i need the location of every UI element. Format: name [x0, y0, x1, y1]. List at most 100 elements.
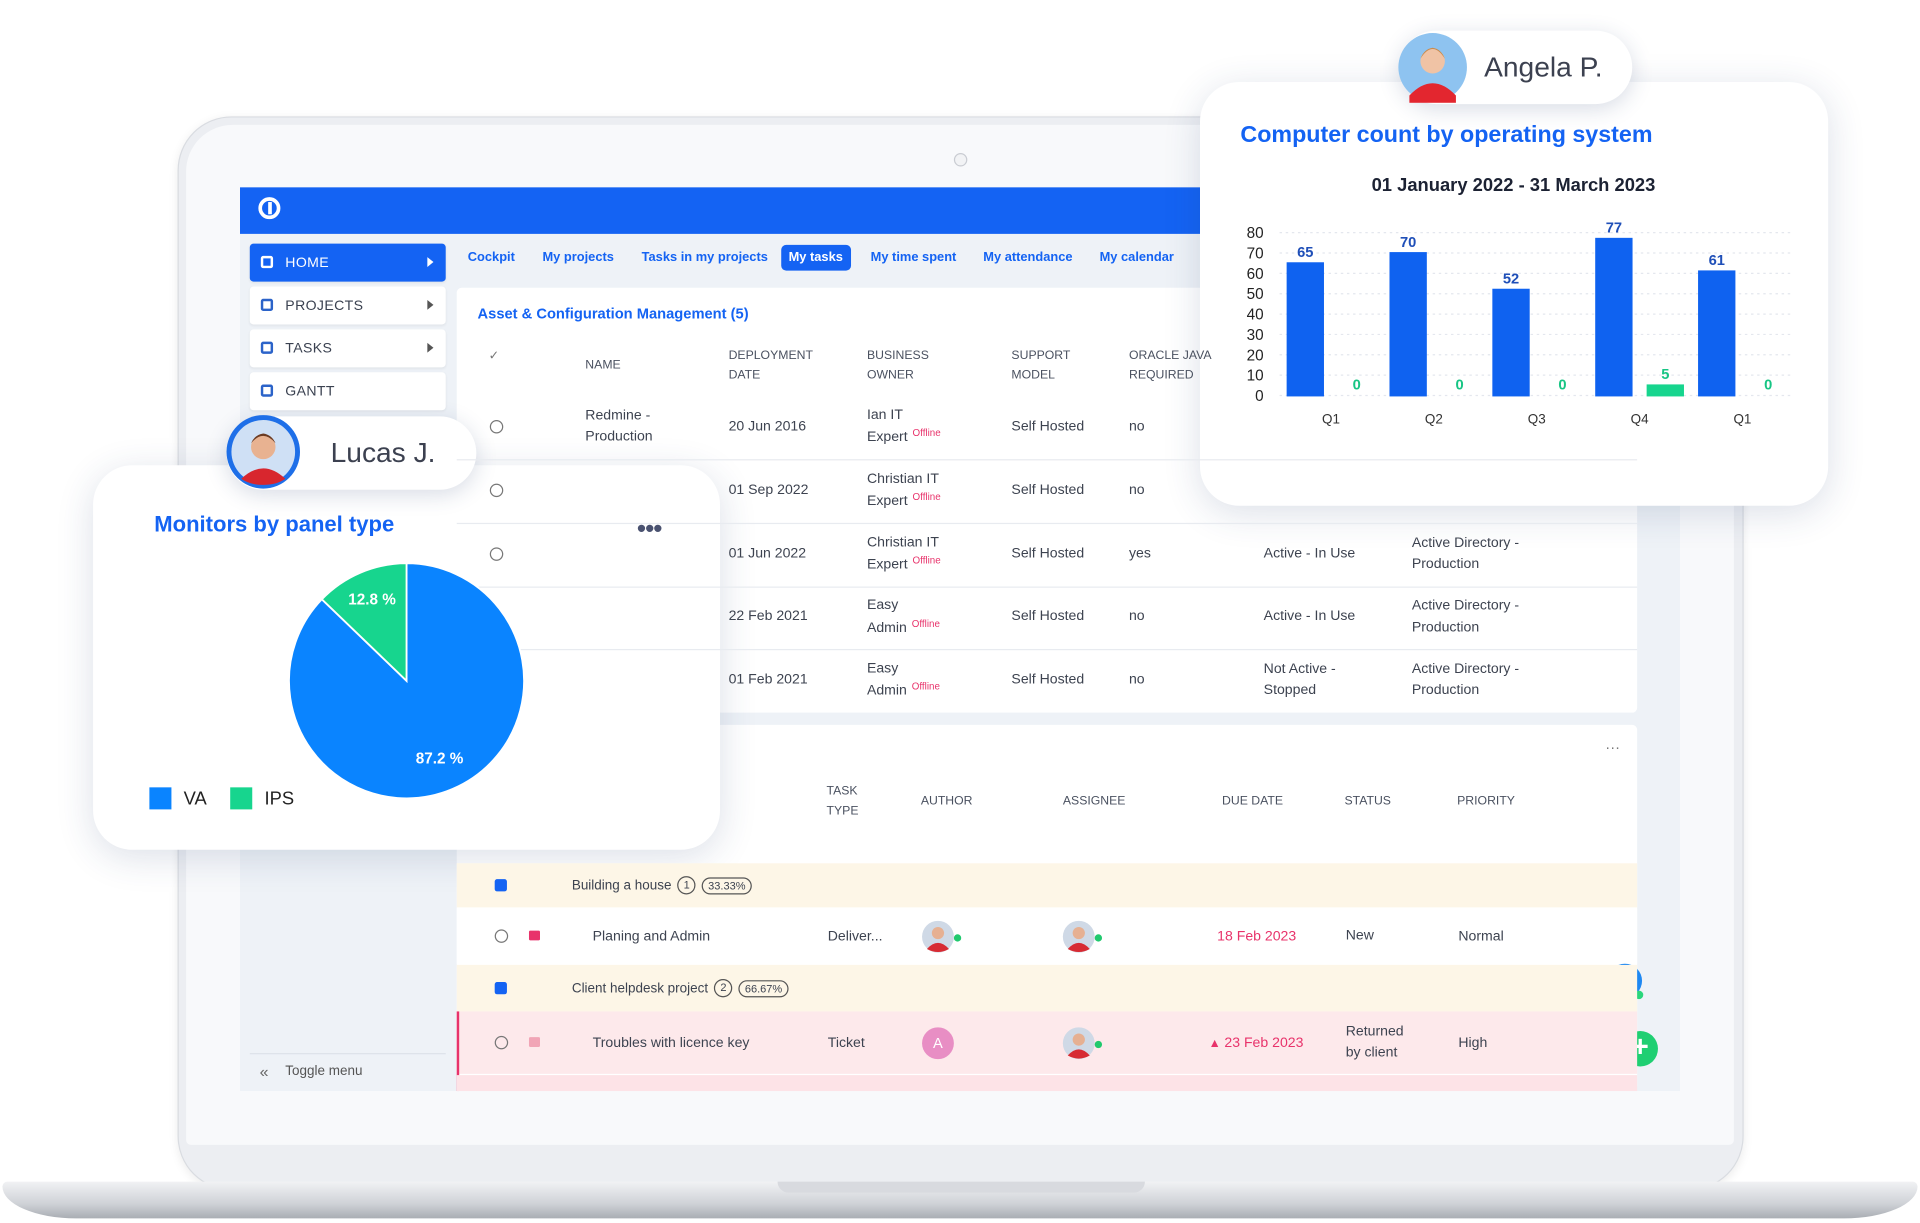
x-tick-label: Q1 — [1322, 412, 1340, 427]
table-cell: Not Active - Stopped — [1263, 662, 1336, 699]
tab[interactable]: My tasks — [788, 249, 843, 265]
table-cell: no — [1128, 609, 1145, 625]
offline-badge: Offline — [912, 491, 941, 503]
tab[interactable]: My projects — [542, 249, 614, 265]
x-tick-label: Q3 — [1528, 412, 1546, 427]
data-label: 65 — [1297, 245, 1313, 261]
more-icon[interactable]: ··· — [1605, 738, 1621, 756]
group-row — [456, 964, 1638, 1012]
chart-subtitle: 01 January 2022 - 31 March 2023 — [1372, 174, 1656, 195]
task-status: Returned by client — [1345, 1023, 1404, 1060]
owner-name: Easy Admin — [866, 661, 907, 699]
y-tick-label: 40 — [1247, 307, 1264, 324]
y-tick-label: 60 — [1247, 266, 1264, 283]
table-cell: Christian IT Expert Offline — [867, 532, 948, 575]
y-tick-label: 20 — [1247, 347, 1264, 364]
offline-badge: Offline — [911, 681, 940, 693]
column-header[interactable]: ORACLE JAVA REQUIRED — [1128, 348, 1211, 383]
data-label: 0 — [1764, 377, 1772, 393]
column-header[interactable]: BUSINESS OWNER — [866, 348, 929, 383]
chart-menu[interactable]: ••• — [636, 513, 663, 544]
group-name: Client helpdesk project — [571, 980, 709, 996]
nav-arrow — [427, 342, 434, 353]
task-checkbox[interactable] — [494, 928, 509, 943]
bar — [1698, 270, 1736, 397]
group-toggle[interactable] — [494, 982, 507, 995]
data-label: 61 — [1709, 253, 1725, 269]
row-checkbox[interactable] — [489, 546, 504, 561]
x-tick-label: Q1 — [1733, 412, 1751, 427]
column-header[interactable]: SUPPORT MODEL — [1011, 348, 1071, 383]
offline-badge: Offline — [911, 618, 940, 630]
nav-icon — [260, 384, 274, 397]
column-header[interactable]: PRIORITY — [1457, 794, 1515, 809]
row-divider — [456, 459, 1638, 461]
table-cell: Self Hosted — [1011, 419, 1085, 434]
bar — [1389, 252, 1427, 397]
table-cell: Christian IT Expert Offline — [867, 469, 948, 512]
task-row — [456, 908, 1638, 964]
due-text: 23 Feb 2023 — [1224, 1035, 1304, 1051]
data-label: 5 — [1661, 367, 1669, 383]
task-priority: Normal — [1458, 928, 1504, 944]
column-header[interactable]: DUE DATE — [1222, 794, 1284, 809]
table-cell: 01 Jun 2022 — [728, 546, 807, 561]
tab[interactable]: Tasks in my projects — [641, 249, 768, 265]
author-initial: A — [922, 1026, 954, 1059]
column-header[interactable]: NAME — [585, 358, 621, 373]
nav-arrow — [427, 300, 434, 310]
row-divider — [456, 649, 1638, 651]
nav-item[interactable]: HOME — [249, 243, 446, 282]
chart-title: Computer count by operating system — [1240, 121, 1652, 147]
column-header[interactable]: ASSIGNEE — [1062, 794, 1126, 809]
sidebar-divider — [249, 1053, 446, 1055]
table-cell: Easy Admin Offline — [867, 659, 948, 702]
overdue-icon: ▲ — [1208, 1036, 1221, 1051]
group-toggle[interactable] — [494, 879, 507, 892]
task-checkbox[interactable] — [494, 1035, 509, 1049]
data-label: 0 — [1353, 377, 1361, 393]
tab[interactable]: My calendar — [1099, 249, 1174, 265]
data-label: 0 — [1558, 377, 1566, 393]
task-priority: High — [1458, 1035, 1488, 1051]
nav-icon — [260, 341, 274, 354]
nav-icon — [260, 298, 274, 312]
table-cell: 01 Sep 2022 — [728, 482, 809, 498]
table-cell: no — [1128, 419, 1145, 434]
table-cell: Self Hosted — [1011, 482, 1085, 498]
due-date: ▲ 23 Feb 2023 — [1209, 1035, 1304, 1050]
toggle-menu-icon[interactable]: « — [259, 1062, 269, 1081]
group-count: 1 — [677, 876, 696, 895]
task-name[interactable]: Planing and Admin — [592, 928, 711, 944]
column-header[interactable]: STATUS — [1344, 794, 1391, 809]
table-cell: Active - In Use — [1263, 546, 1356, 561]
task-type: Ticket — [827, 1035, 865, 1051]
tab[interactable]: My attendance — [983, 249, 1073, 265]
nav-item[interactable]: PROJECTS — [249, 286, 446, 325]
avatar — [1398, 33, 1467, 103]
nav-item[interactable]: GANTT — [249, 372, 446, 411]
check-header-icon: ✓ — [488, 349, 499, 364]
slice-label: 12.8 % — [348, 592, 396, 609]
tab[interactable]: Cockpit — [467, 249, 515, 265]
bar — [1492, 288, 1530, 397]
column-header[interactable]: TASK TYPE — [826, 784, 859, 818]
tab[interactable]: My time spent — [870, 249, 957, 265]
table-cell: 20 Jun 2016 — [728, 419, 807, 434]
row-checkbox[interactable] — [489, 483, 504, 497]
data-label: 0 — [1456, 377, 1464, 393]
nav-item[interactable]: TASKS — [249, 329, 446, 368]
column-header[interactable]: AUTHOR — [920, 794, 973, 809]
column-header[interactable]: DEPLOYMENT DATE — [728, 348, 813, 383]
task-name[interactable]: Troubles with licence key — [592, 1035, 750, 1051]
data-label: 52 — [1503, 272, 1519, 288]
y-tick-label: 80 — [1247, 225, 1264, 242]
nav-icon — [260, 255, 274, 269]
table-cell: yes — [1128, 546, 1151, 561]
y-tick-label: 50 — [1247, 286, 1264, 303]
legend-swatch — [149, 787, 172, 810]
toggle-menu[interactable]: Toggle menu — [285, 1064, 363, 1079]
table-cell: no — [1128, 482, 1145, 498]
row-checkbox[interactable] — [489, 420, 504, 434]
